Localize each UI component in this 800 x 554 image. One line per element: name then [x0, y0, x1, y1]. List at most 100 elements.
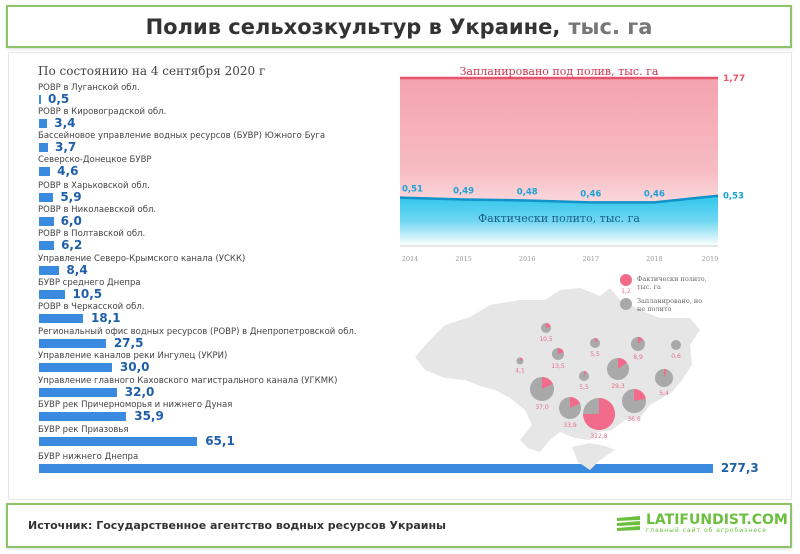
bar-value: 3,4: [54, 116, 76, 130]
source-text: Источник: Государственное агентство водн…: [28, 519, 447, 532]
bar-value: 0,5: [48, 92, 70, 106]
map-pie-label: 5,5: [579, 384, 589, 391]
bar-value: 3,7: [54, 140, 77, 154]
bar-label: Северско-Донецкое БУВР: [38, 155, 152, 165]
legend-actual-example: 1,2: [621, 288, 631, 295]
bar-row: БУВР нижнего Днепра 277,3: [38, 452, 778, 476]
actual-line: [399, 194, 719, 204]
bar-value: 6,0: [60, 214, 82, 228]
map-pie-actual: [595, 338, 598, 343]
map-pie-label: 0,6: [671, 353, 681, 360]
bar-value: 30,0: [119, 360, 150, 374]
bar-row: РОВР в Николаевской обл. 6,0: [38, 205, 778, 229]
bar-value: 5,9: [60, 190, 82, 204]
planned-series-label: Запланировано под полив, тыс. га: [460, 65, 659, 78]
bar: [39, 388, 117, 397]
map-pie-label: 322,8: [590, 433, 607, 440]
legend-planned-icon: [620, 298, 632, 310]
bar-value: 18,1: [90, 311, 121, 325]
bar-label: РОВР в Харьковской обл.: [38, 181, 150, 191]
map-pie-actual: [546, 323, 551, 328]
map-pie-label: 36,6: [627, 416, 641, 423]
map-pie-actual: [570, 397, 580, 408]
bar-value: 277,3: [720, 461, 759, 475]
title-main: Полив сельхозкультур в Украине,: [145, 14, 561, 39]
map-pie-label: 13,5: [551, 363, 565, 370]
bar: [39, 314, 83, 323]
bar: [39, 167, 51, 176]
x-tick-label: 2015: [455, 255, 472, 263]
bar-row: Управление главного Каховского магистрал…: [38, 376, 778, 400]
map-pie-label: 5,5: [590, 351, 600, 358]
bar-label: РОВР в Полтавской обл.: [38, 229, 146, 239]
bar-value: 65,1: [205, 434, 235, 448]
map-pie-actual: [583, 398, 615, 430]
logo[interactable]: LATIFUNDIST.COM главный сайт об агробизн…: [616, 513, 788, 534]
bar-row: Бассейновое управление водных ресурсов (…: [38, 131, 778, 155]
bar-label: Региональный офис водных ресурсов (РОВР)…: [38, 327, 357, 337]
bar-row: РОВР в Харьковской обл. 5,9: [38, 181, 778, 205]
actual-value-label: 0,46: [580, 189, 601, 199]
bar-value: 6,2: [61, 238, 83, 252]
logo-tagline: главный сайт об агробизнесе: [646, 527, 767, 534]
actual-value-label: 0,49: [453, 186, 474, 196]
x-tick-label: 2019: [702, 255, 719, 263]
field-logo-icon: [617, 515, 640, 531]
actual-value-label: 0,51: [402, 185, 423, 195]
page-title: Полив сельхозкультур в Украине, тыс. га: [6, 5, 792, 48]
bar-row: РОВР в Черкасской обл. 18,1: [38, 302, 778, 326]
map-pie-label: 8,9: [633, 354, 643, 361]
bar-row: Управление каналов реки Ингулец (УКРИ) 3…: [38, 351, 778, 375]
map-pie-actual: [634, 389, 646, 401]
x-tick-label: 2018: [646, 255, 663, 263]
bar-label: РОВР в Николаевской обл.: [38, 205, 157, 215]
map-pie-actual: [618, 358, 627, 369]
map-pie-label: 33,9: [563, 422, 577, 429]
actual-series-label: Фактически полито, тыс. га: [478, 212, 640, 225]
map-pie-actual: [638, 337, 643, 344]
bar-value: 8,4: [66, 263, 88, 277]
bar-value: 35,9: [134, 409, 164, 423]
bar-value: 27,5: [113, 336, 144, 350]
bar: [39, 266, 60, 275]
legend-actual-icon: [620, 274, 632, 286]
bar-label: РОВР в Луганской обл.: [38, 83, 140, 93]
bar-label: Управление каналов реки Ингулец (УКРИ): [38, 351, 228, 361]
bar-label: Управление главного Каховского магистрал…: [38, 376, 338, 386]
map-pie-actual: [584, 371, 587, 376]
map-pie-actual: [542, 377, 553, 389]
bar-row: РОВР в Полтавской обл. 6,2: [38, 229, 778, 253]
bar-label: РОВР в Кировоградской обл.: [38, 107, 167, 117]
bar-label: БУВР среднего Днепра: [38, 278, 141, 288]
bar-row: БУВР рек Приазовья 65,1: [38, 425, 778, 449]
bar-label: БУВР нижнего Днепра: [38, 452, 139, 462]
bar: [39, 119, 48, 128]
bar: [39, 143, 48, 152]
map-pie-label: 10,5: [539, 336, 553, 343]
legend-planned-label: Запланировано, но не полито: [637, 297, 702, 313]
bar: [39, 217, 54, 226]
map-pie-actual: [520, 357, 523, 361]
bar: [39, 241, 55, 250]
bar-row: Региональный офис водных ресурсов (РОВР)…: [38, 327, 778, 351]
map-pie-label: 4,1: [515, 368, 525, 375]
bar-row: БУВР среднего Днепра 10,5: [38, 278, 778, 302]
bar: [39, 437, 198, 446]
x-tick-label: 2016: [519, 255, 536, 263]
map-pie-actual: [664, 369, 667, 378]
bar-label: Управление Северо-Крымского канала (УСКК…: [38, 254, 246, 264]
footer: Источник: Государственное агентство водн…: [6, 503, 792, 548]
bar: [39, 412, 127, 421]
planned-value-label: 1,77: [723, 74, 745, 84]
bar: [39, 363, 112, 372]
bar: [39, 95, 41, 104]
bar-row: Управление Северо-Крымского канала (УСКК…: [38, 254, 778, 278]
bar-value: 32,0: [124, 385, 155, 399]
bar-row: РОВР в Кировоградской обл. 3,4: [38, 107, 778, 131]
bar-value: 10,5: [72, 287, 103, 301]
bar-row: БУВР рек Причерноморья и нижнего Дуная 3…: [38, 400, 778, 424]
bar-row: Северско-Донецкое БУВР 4,6: [38, 155, 778, 179]
bar-value: 4,6: [57, 164, 79, 178]
logo-text: LATIFUNDIST.COM: [646, 512, 788, 528]
